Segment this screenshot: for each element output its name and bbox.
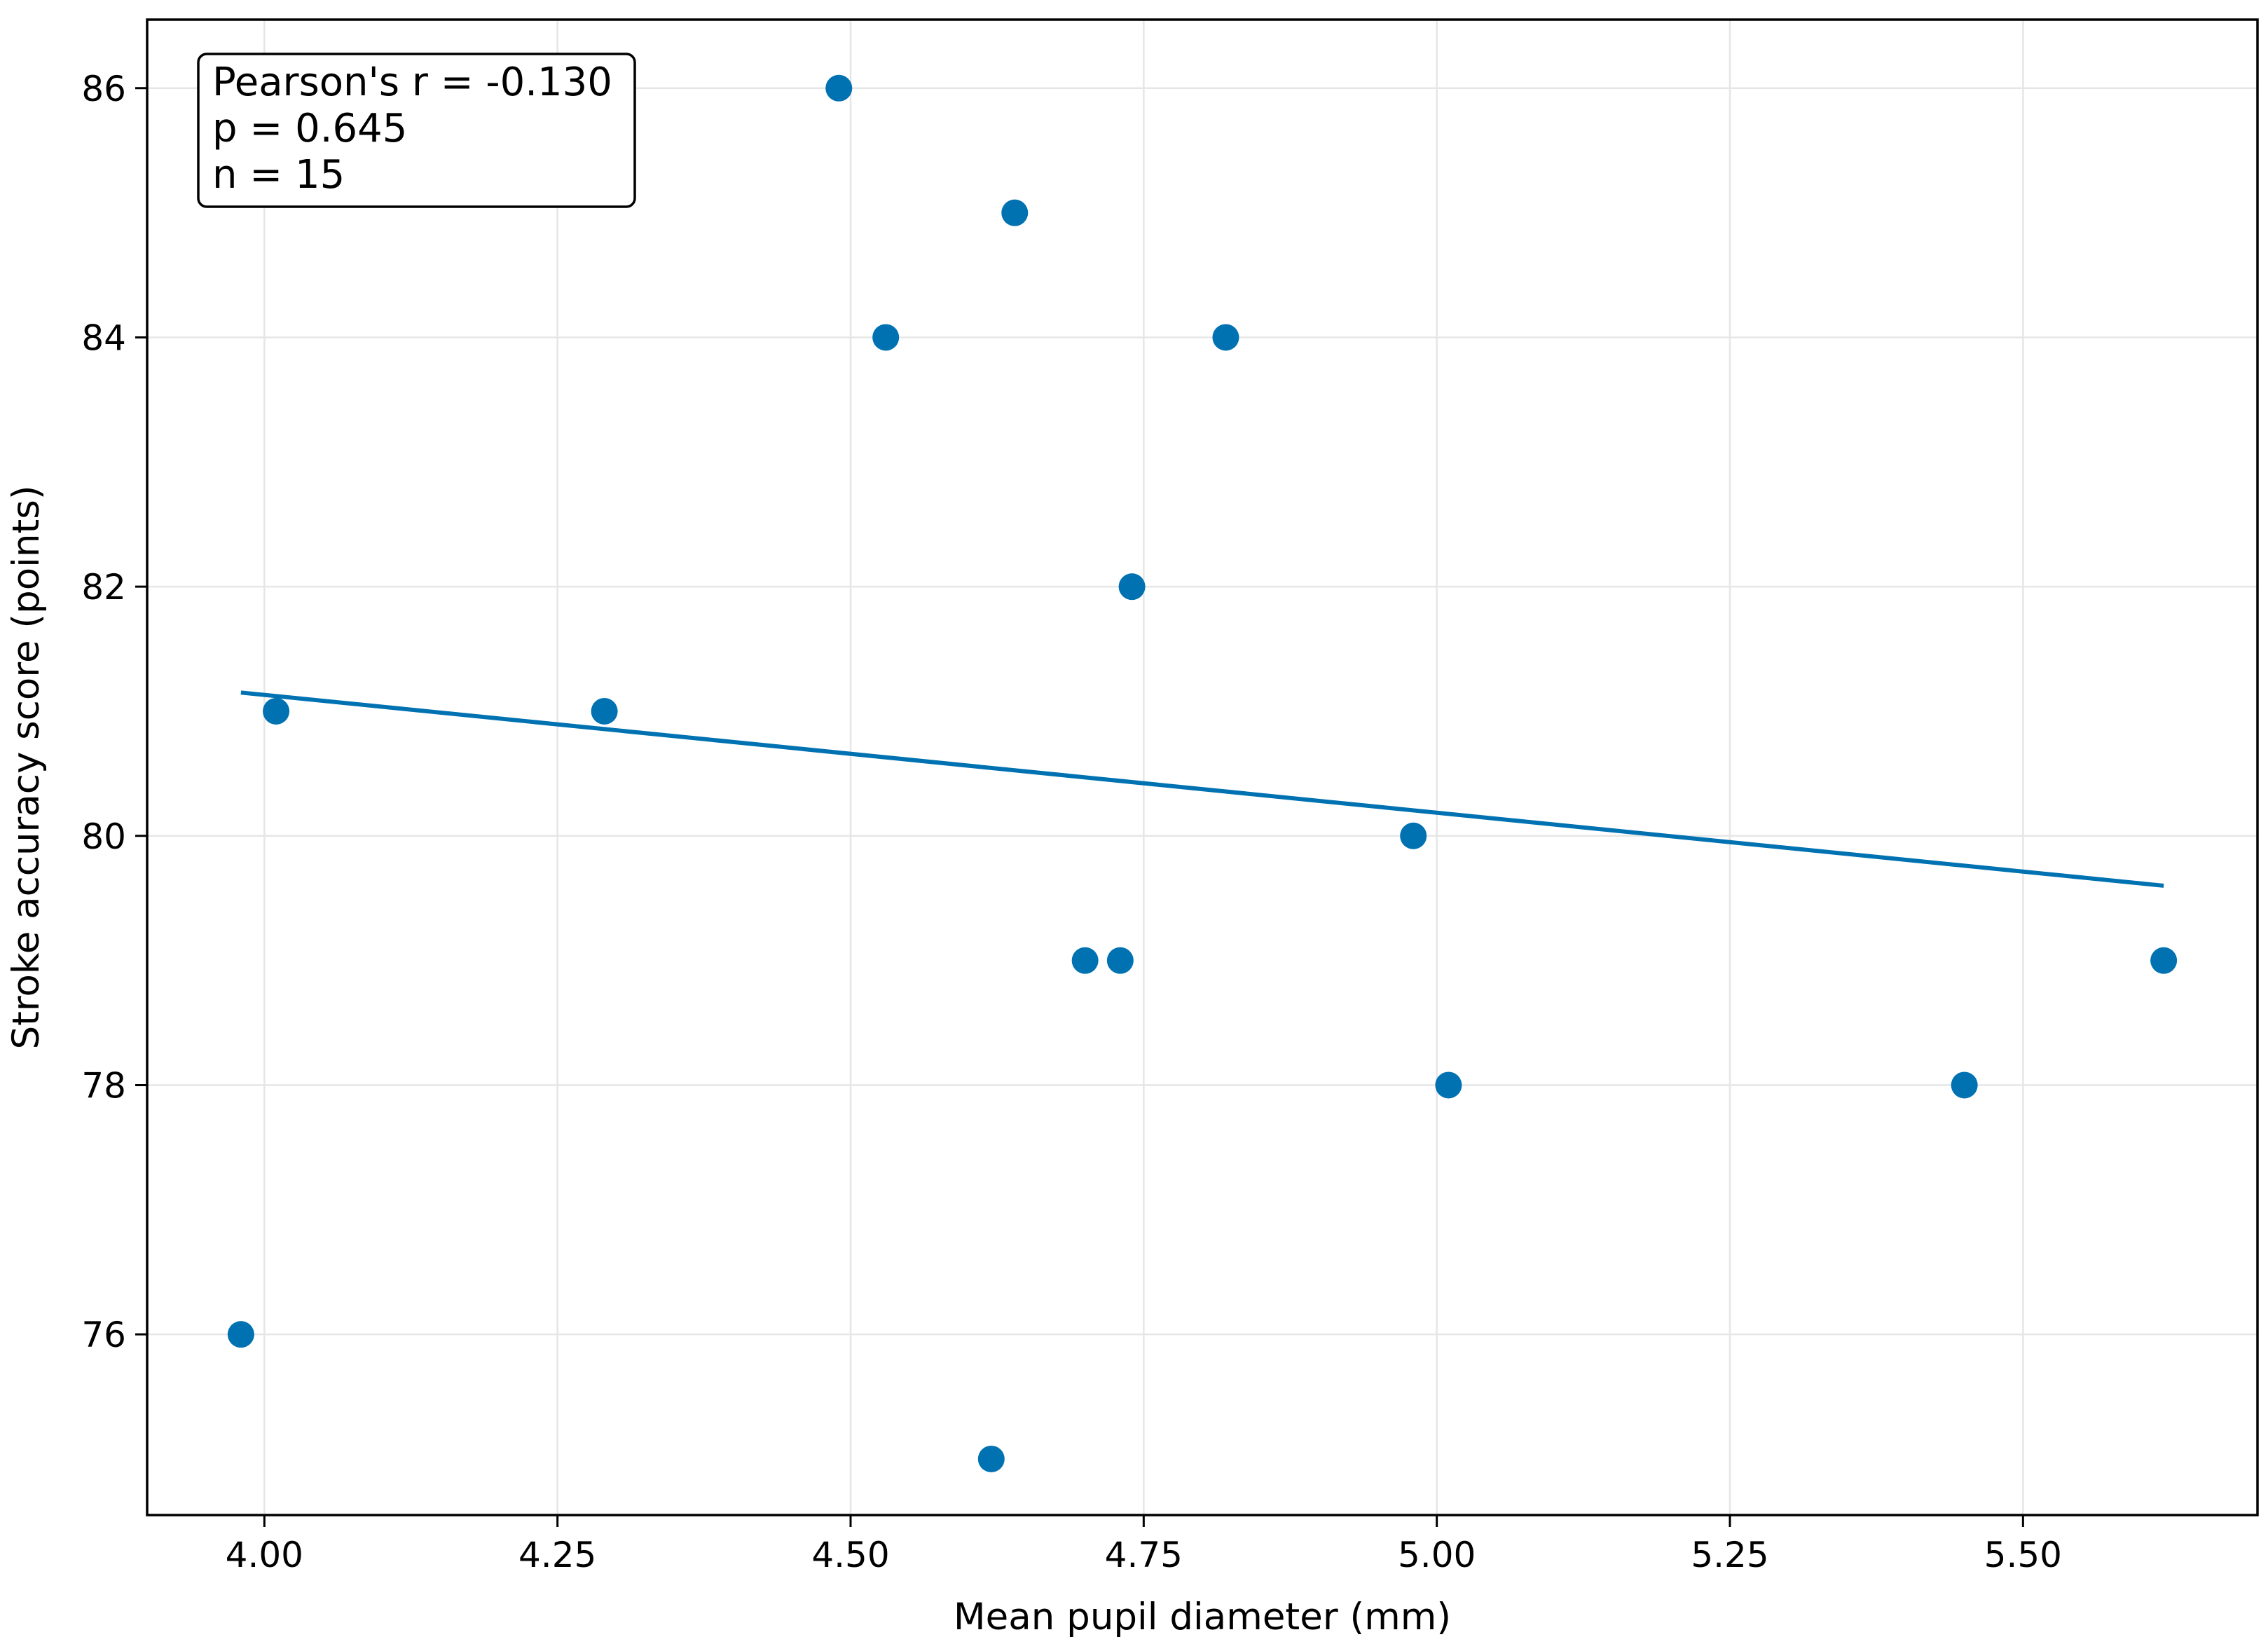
x-tick-label: 5.25 [1691, 1535, 1768, 1575]
data-point [591, 697, 618, 725]
x-tick-label: 5.00 [1398, 1535, 1476, 1575]
data-point [1071, 947, 1099, 974]
data-point [1212, 324, 1239, 351]
x-tick-label: 4.75 [1105, 1535, 1183, 1575]
y-tick-label: 82 [81, 567, 126, 608]
x-tick-label: 5.50 [1984, 1535, 2062, 1575]
stats-pearson-r: Pearson's r = -0.130 [212, 60, 612, 105]
data-point [1951, 1071, 1978, 1099]
data-point [1435, 1071, 1462, 1099]
stats-box-frame [197, 53, 636, 208]
stats-n: n = 15 [212, 152, 345, 198]
data-point [1001, 199, 1029, 226]
x-tick-label: 4.00 [226, 1535, 303, 1575]
data-point [872, 324, 900, 351]
y-axis-ticks: 76 78 80 82 84 86 [81, 69, 147, 1355]
data-point [1400, 822, 1427, 849]
y-tick-label: 84 [81, 317, 126, 358]
data-point [2150, 947, 2178, 974]
y-tick-label: 80 [81, 816, 126, 857]
y-tick-label: 86 [81, 69, 126, 109]
grid [147, 20, 2257, 1515]
x-tick-label: 4.50 [811, 1535, 889, 1575]
data-point [1106, 947, 1134, 974]
x-axis-label: Mean pupil diameter (mm) [954, 1596, 1451, 1638]
plot-frame [146, 18, 2259, 1516]
regression-line [240, 690, 2164, 888]
y-tick-label: 76 [81, 1315, 126, 1355]
data-points [227, 74, 2178, 1472]
x-axis-ticks: 4.00 4.25 4.50 4.75 5.00 5.25 5.50 [226, 1515, 2062, 1575]
trend-line-group [240, 690, 2164, 888]
data-point [263, 697, 290, 725]
stats-p-value: p = 0.645 [212, 106, 407, 151]
data-point [977, 1445, 1005, 1472]
y-tick-label: 78 [81, 1065, 126, 1106]
stats-box: Pearson's r = -0.130 p = 0.645 n = 15 [197, 53, 636, 208]
y-axis-label: Stroke accuracy score (points) [5, 485, 48, 1049]
data-point [825, 74, 853, 102]
data-point [227, 1321, 254, 1348]
x-tick-label: 4.25 [518, 1535, 596, 1575]
data-point [1118, 573, 1146, 601]
